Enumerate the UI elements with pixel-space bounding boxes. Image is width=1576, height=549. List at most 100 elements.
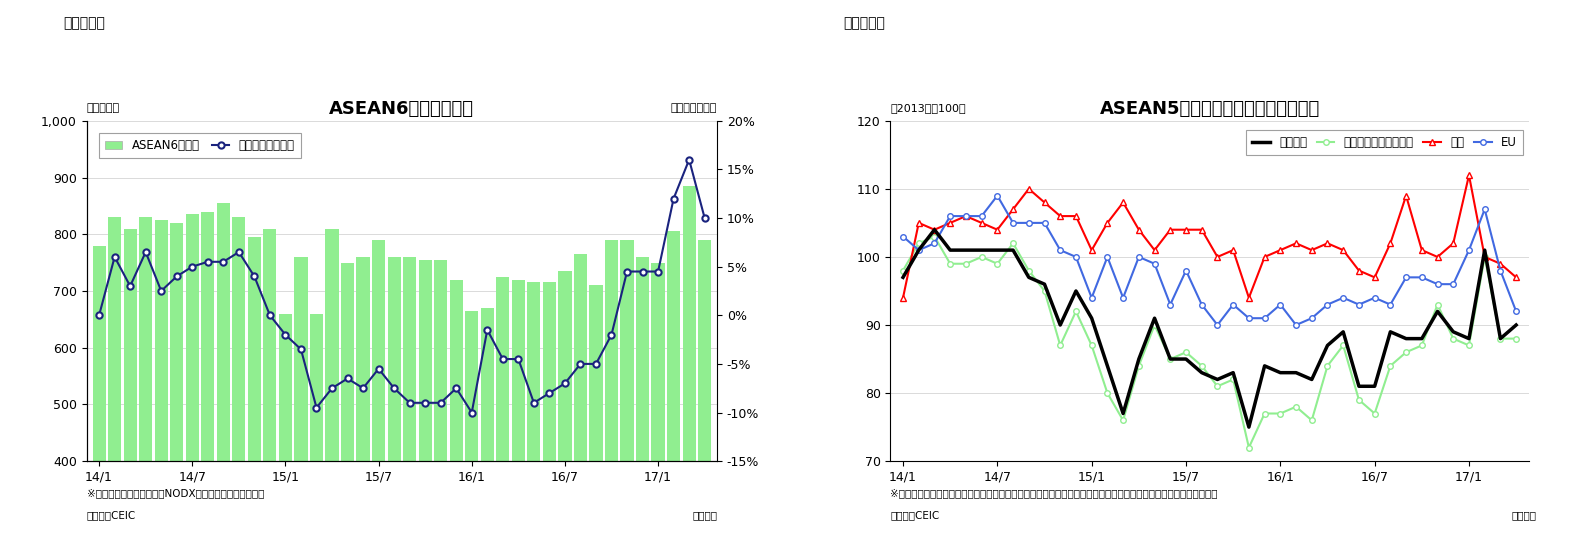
EU [1130,254,1149,260]
東アジア・東南アジア [1365,410,1384,417]
北米 [1333,247,1352,254]
輸出全体 [1114,410,1133,417]
Bar [651,262,665,549]
Bar [279,313,292,549]
EU [941,213,960,220]
北米 [1177,226,1196,233]
EU [925,240,944,247]
輸出全体 [909,247,928,254]
輸出全体 [1051,322,1070,328]
EU [1507,308,1526,315]
北米 [1083,247,1102,254]
EU [1491,267,1510,274]
北米 [1444,240,1463,247]
輸出全体 [1507,322,1526,328]
東アジア・東南アジア [1459,342,1478,349]
輸出全体 [957,247,976,254]
東アジア・東南アジア [1475,254,1494,260]
EU [1318,301,1336,308]
輸出全体 [941,247,960,254]
北米 [1162,226,1180,233]
Bar [310,313,323,549]
EU [1035,220,1054,226]
北米 [1051,213,1070,220]
EU [1223,301,1242,308]
EU [1412,274,1431,281]
Text: （図表１）: （図表１） [63,16,106,31]
Bar [340,262,355,549]
東アジア・東南アジア [1083,342,1102,349]
輸出全体 [1035,281,1054,288]
EU [1349,301,1368,308]
Bar [496,277,509,549]
Line: 北米: 北米 [900,172,1519,300]
輸出全体 [1475,247,1494,254]
北米 [1239,294,1258,301]
Bar [139,217,153,549]
北米 [1286,240,1305,247]
輸出全体 [1270,369,1289,376]
輸出全体 [1365,383,1384,390]
東アジア・東南アジア [1146,322,1165,328]
Bar [558,271,572,549]
Bar [388,257,400,549]
Text: （億ドル）: （億ドル） [87,103,120,113]
Bar [403,257,416,549]
EU [1270,301,1289,308]
東アジア・東南アジア [1270,410,1289,417]
EU [1207,322,1226,328]
Bar [186,214,199,549]
北米 [988,226,1007,233]
北米 [1254,254,1273,260]
EU [1193,301,1212,308]
EU [1302,315,1321,322]
北米 [1223,247,1242,254]
輸出全体 [1162,356,1180,362]
Line: 東アジア・東南アジア: 東アジア・東南アジア [900,234,1519,450]
東アジア・東南アジア [1428,301,1447,308]
Bar [682,186,695,549]
東アジア・東南アジア [1035,288,1054,294]
EU [1162,301,1180,308]
北米 [909,220,928,226]
Text: （年月）: （年月） [692,511,717,520]
東アジア・東南アジア [1020,267,1039,274]
北米 [1146,247,1165,254]
北米 [1491,260,1510,267]
EU [909,247,928,254]
EU [1475,206,1494,212]
輸出全体 [1130,356,1149,362]
北米 [1318,240,1336,247]
EU [1444,281,1463,288]
EU [1114,294,1133,301]
EU [1254,315,1273,322]
輸出全体 [1381,328,1399,335]
Line: EU: EU [900,193,1519,328]
EU [1396,274,1415,281]
輸出全体 [1254,362,1273,369]
EU [957,213,976,220]
Text: （資料）CEIC: （資料）CEIC [890,511,939,520]
北米 [1302,247,1321,254]
Bar [325,228,339,549]
輸出全体 [1146,315,1165,322]
EU [894,233,913,240]
Bar [667,232,681,549]
輸出全体 [1412,335,1431,342]
輸出全体 [1286,369,1305,376]
東アジア・東南アジア [941,260,960,267]
東アジア・東南アジア [1286,404,1305,410]
Bar [512,279,525,549]
北米 [1193,226,1212,233]
東アジア・東南アジア [988,260,1007,267]
Bar [589,285,602,549]
輸出全体 [1302,376,1321,383]
輸出全体 [1067,288,1086,294]
Legend: 輸出全体, 東アジア・東南アジア, 北米, EU: 輸出全体, 東アジア・東南アジア, 北米, EU [1247,130,1522,155]
東アジア・東南アジア [1223,376,1242,383]
EU [972,213,991,220]
北米 [1207,254,1226,260]
東アジア・東南アジア [1177,349,1196,356]
東アジア・東南アジア [1207,383,1226,390]
Text: （2013年＝100）: （2013年＝100） [890,103,966,113]
